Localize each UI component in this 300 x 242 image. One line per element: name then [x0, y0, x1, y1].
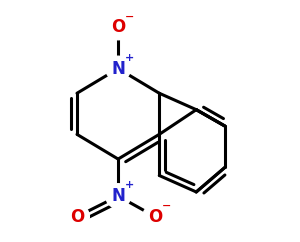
Circle shape [106, 184, 130, 208]
Text: −: − [125, 12, 135, 22]
Text: O: O [70, 208, 84, 226]
Circle shape [143, 204, 167, 229]
Text: N: N [111, 187, 125, 205]
Text: −: − [162, 201, 172, 211]
Circle shape [106, 15, 130, 40]
Text: +: + [125, 180, 135, 190]
Circle shape [106, 56, 130, 81]
Text: N: N [111, 60, 125, 77]
Text: O: O [111, 18, 125, 37]
Circle shape [65, 204, 89, 229]
Text: O: O [148, 208, 162, 226]
Text: +: + [125, 53, 135, 63]
